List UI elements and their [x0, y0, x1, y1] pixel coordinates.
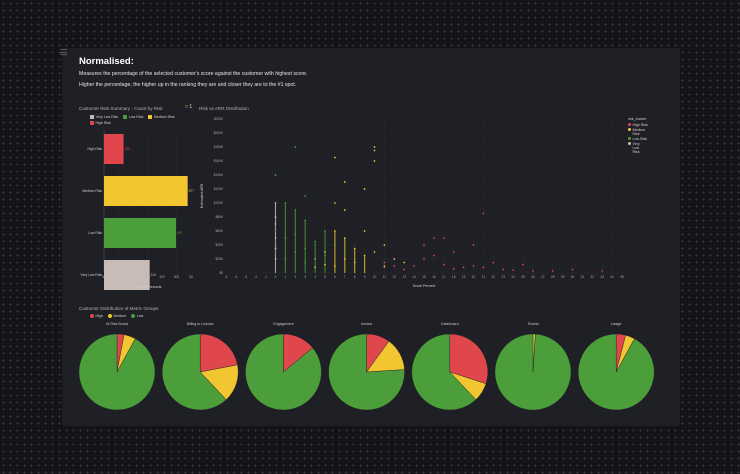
bar-legend-row-2: High Risk [90, 121, 116, 125]
scatter-chart-title: Risk vs ARR Distribution [199, 106, 249, 111]
menu-icon[interactable] [60, 49, 67, 57]
legend-label: Very Low Risk [95, 115, 119, 119]
pie-legend-swatch-medium [107, 314, 112, 318]
comment-icon: □ [185, 104, 189, 110]
legend-label: Low Risk [128, 115, 144, 119]
pie-legend-swatch-high [90, 314, 94, 318]
scatter-legend-swatch-low [628, 137, 631, 140]
pie-legend-swatch-low [131, 314, 136, 318]
legend-label: Very Low Risk [632, 142, 640, 154]
bar-legend-row-1: Very Low Risk Low Risk Medium Risk [90, 115, 180, 119]
legend-label: Medium [113, 314, 127, 318]
comment-badge[interactable]: □ 1 [185, 104, 192, 110]
legend-label: Medium Risk [153, 115, 175, 119]
scatter-legend-swatch-high [628, 123, 631, 126]
bar-chart-title: Customer Risk Summary - Count by Risk [79, 106, 163, 111]
legend-swatch-very-low [90, 115, 94, 119]
comment-count: 1 [189, 104, 193, 110]
description-line-2: Higher the percentage, the higher up in … [79, 82, 297, 88]
legend-label: Medium Risk [632, 128, 646, 136]
pie-legend: High Medium Low [90, 314, 148, 318]
legend-label: High [95, 314, 103, 318]
scatter-legend-title: risk_bucket [628, 117, 647, 121]
legend-label: High Risk [632, 123, 648, 127]
dashboard-panel [62, 48, 680, 426]
scatter-legend: risk_bucket High Risk Medium Risk Low Ri… [628, 117, 648, 154]
legend-label: Low [136, 314, 144, 318]
legend-swatch-low [123, 115, 128, 119]
legend-swatch-high [90, 121, 94, 125]
pie-section-title: Customer Distribution of Metric Groups [79, 306, 159, 311]
legend-swatch-medium [148, 115, 153, 119]
page-title: Normalised: [79, 56, 134, 67]
description-line-1: Measures the percentage of the selected … [79, 71, 308, 77]
legend-label: Low Risk [632, 137, 648, 141]
legend-label: High Risk [95, 121, 111, 125]
scatter-legend-swatch-very-low [628, 142, 631, 145]
scatter-legend-swatch-medium [628, 128, 631, 131]
